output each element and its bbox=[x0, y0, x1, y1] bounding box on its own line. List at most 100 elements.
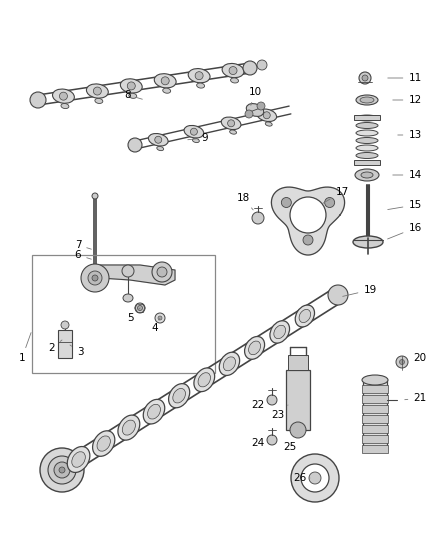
Bar bbox=[362, 445, 388, 453]
Text: 20: 20 bbox=[408, 353, 427, 363]
Text: 16: 16 bbox=[388, 223, 422, 239]
Ellipse shape bbox=[198, 373, 211, 387]
Circle shape bbox=[92, 275, 98, 281]
Circle shape bbox=[122, 265, 134, 277]
Ellipse shape bbox=[86, 84, 108, 98]
Text: 19: 19 bbox=[343, 285, 377, 296]
Circle shape bbox=[93, 87, 101, 95]
Ellipse shape bbox=[169, 384, 190, 408]
Ellipse shape bbox=[122, 420, 135, 435]
Circle shape bbox=[257, 60, 267, 70]
Polygon shape bbox=[85, 265, 175, 285]
Bar bbox=[362, 385, 388, 393]
Ellipse shape bbox=[148, 405, 160, 419]
Circle shape bbox=[362, 75, 368, 81]
Text: 17: 17 bbox=[322, 187, 349, 204]
Text: 24: 24 bbox=[251, 438, 268, 448]
Bar bbox=[362, 425, 388, 433]
Circle shape bbox=[161, 77, 169, 85]
Bar bbox=[354, 115, 380, 120]
Circle shape bbox=[155, 136, 162, 143]
Circle shape bbox=[135, 303, 145, 313]
Ellipse shape bbox=[361, 172, 373, 178]
Ellipse shape bbox=[154, 74, 176, 88]
Bar bbox=[58, 330, 72, 358]
Circle shape bbox=[81, 264, 109, 292]
Ellipse shape bbox=[188, 69, 210, 83]
Ellipse shape bbox=[129, 93, 137, 99]
Text: 7: 7 bbox=[75, 240, 92, 250]
Circle shape bbox=[30, 92, 46, 108]
Circle shape bbox=[92, 193, 98, 199]
Polygon shape bbox=[272, 187, 345, 255]
Circle shape bbox=[229, 67, 237, 75]
Circle shape bbox=[54, 462, 70, 478]
Bar bbox=[362, 405, 388, 413]
Circle shape bbox=[157, 267, 167, 277]
Bar bbox=[362, 435, 388, 443]
Ellipse shape bbox=[148, 133, 168, 146]
Ellipse shape bbox=[355, 169, 379, 181]
Text: 9: 9 bbox=[188, 133, 208, 143]
Ellipse shape bbox=[173, 389, 185, 403]
Bar bbox=[286, 370, 310, 430]
Text: 13: 13 bbox=[398, 130, 422, 140]
Ellipse shape bbox=[356, 130, 378, 136]
Circle shape bbox=[152, 262, 172, 282]
Circle shape bbox=[399, 359, 405, 365]
Ellipse shape bbox=[246, 103, 264, 116]
Ellipse shape bbox=[120, 79, 142, 93]
Ellipse shape bbox=[192, 139, 199, 142]
Circle shape bbox=[158, 316, 162, 320]
Text: 1: 1 bbox=[19, 333, 31, 363]
Ellipse shape bbox=[356, 123, 378, 128]
Ellipse shape bbox=[194, 368, 215, 392]
Text: 21: 21 bbox=[405, 393, 427, 403]
Bar bbox=[363, 380, 387, 450]
Ellipse shape bbox=[223, 357, 236, 371]
Circle shape bbox=[48, 456, 76, 484]
Ellipse shape bbox=[244, 336, 265, 359]
Ellipse shape bbox=[353, 236, 383, 248]
Text: 10: 10 bbox=[248, 87, 261, 106]
Ellipse shape bbox=[356, 138, 378, 143]
Circle shape bbox=[191, 128, 198, 135]
Text: 22: 22 bbox=[251, 400, 268, 410]
Circle shape bbox=[60, 92, 67, 100]
Ellipse shape bbox=[257, 109, 276, 122]
Text: 15: 15 bbox=[388, 200, 422, 210]
Bar bbox=[288, 355, 308, 370]
Circle shape bbox=[309, 472, 321, 484]
Circle shape bbox=[243, 61, 257, 75]
Circle shape bbox=[303, 235, 313, 245]
Ellipse shape bbox=[295, 305, 314, 327]
Text: 11: 11 bbox=[388, 73, 422, 83]
Text: 18: 18 bbox=[237, 193, 253, 210]
Bar bbox=[354, 160, 380, 165]
Circle shape bbox=[61, 321, 69, 329]
Text: 3: 3 bbox=[70, 345, 83, 357]
Ellipse shape bbox=[72, 451, 85, 467]
Ellipse shape bbox=[230, 78, 239, 83]
Ellipse shape bbox=[61, 103, 69, 109]
Ellipse shape bbox=[360, 97, 374, 103]
Text: 4: 4 bbox=[152, 318, 160, 333]
Ellipse shape bbox=[265, 122, 272, 126]
Text: 12: 12 bbox=[393, 95, 422, 105]
Ellipse shape bbox=[249, 341, 261, 355]
Text: 8: 8 bbox=[125, 90, 142, 100]
Ellipse shape bbox=[163, 88, 171, 93]
Text: 25: 25 bbox=[283, 442, 297, 452]
Circle shape bbox=[301, 464, 329, 492]
Circle shape bbox=[40, 448, 84, 492]
Ellipse shape bbox=[219, 352, 240, 375]
Ellipse shape bbox=[270, 321, 290, 343]
Circle shape bbox=[290, 422, 306, 438]
Circle shape bbox=[281, 198, 291, 207]
Ellipse shape bbox=[221, 117, 241, 130]
Circle shape bbox=[155, 313, 165, 323]
Ellipse shape bbox=[362, 375, 388, 385]
Circle shape bbox=[127, 82, 135, 90]
Circle shape bbox=[195, 71, 203, 79]
Circle shape bbox=[291, 454, 339, 502]
